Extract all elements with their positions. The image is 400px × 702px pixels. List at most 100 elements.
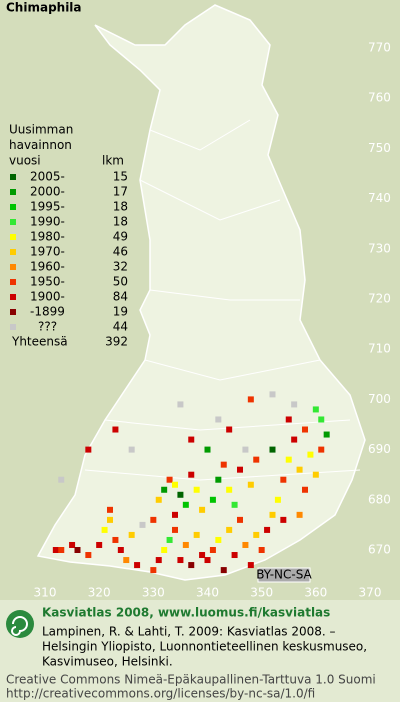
legend-label: 2000- — [30, 185, 65, 199]
cc-badge — [257, 567, 311, 583]
observation-square — [172, 526, 178, 533]
observation-square — [166, 536, 173, 543]
legend-label: 1995- — [30, 200, 65, 214]
legend-count: 19 — [113, 305, 128, 319]
legend-swatch — [10, 294, 16, 300]
license-line: http://creativecommons.org/licenses/by-n… — [6, 687, 315, 701]
logo-spiral — [11, 616, 28, 636]
citation-line: Lampinen, R. & Lahti, T. 2009: Kasviatla… — [42, 625, 336, 639]
legend-header: Uusimman — [9, 123, 73, 137]
observation-square — [58, 547, 65, 553]
x-grid-label: 330 — [142, 586, 165, 600]
observation-square — [182, 501, 189, 508]
observation-square — [96, 541, 103, 548]
observation-square — [215, 536, 222, 543]
legend-label: ??? — [38, 320, 57, 334]
observation-square — [199, 552, 206, 559]
observation-square — [215, 416, 222, 423]
observation-square — [155, 557, 162, 564]
legend-swatch — [10, 279, 16, 285]
observation-square — [285, 416, 292, 423]
y-grid-label: 740 — [368, 191, 391, 205]
legend-header: vuosi — [9, 154, 41, 168]
total-label: Yhteensä — [11, 335, 68, 349]
observation-square — [258, 547, 265, 553]
observation-square — [307, 451, 314, 458]
legend-swatch — [10, 234, 16, 240]
legend-label: 1970- — [30, 245, 65, 259]
legend-count: 17 — [113, 185, 128, 199]
y-grid-label: 690 — [368, 442, 391, 456]
legend-label: -1899 — [30, 305, 65, 319]
observation-square — [318, 416, 325, 423]
legend-count: 49 — [113, 230, 128, 244]
observation-square — [296, 511, 303, 518]
legend-swatch — [10, 219, 16, 225]
observation-square — [291, 436, 298, 443]
footer-background — [0, 600, 400, 702]
observation-square — [253, 456, 260, 463]
observation-square — [182, 541, 189, 548]
observation-square — [172, 511, 178, 518]
legend-count-header: lkm — [102, 154, 124, 168]
observation-square — [139, 521, 146, 528]
observation-square — [280, 476, 287, 483]
observation-square — [226, 426, 233, 433]
observation-square — [204, 557, 211, 564]
cc-badge-text: BY-NC-SA — [256, 568, 312, 582]
observation-square — [269, 391, 276, 398]
observation-square — [269, 446, 276, 453]
observation-square — [215, 476, 222, 483]
observation-square — [161, 547, 168, 553]
observation-square — [291, 401, 298, 408]
observation-square — [150, 516, 157, 523]
legend-label: 1990- — [30, 215, 65, 229]
observation-square — [231, 501, 238, 508]
observation-square — [237, 466, 243, 473]
observation-square — [112, 536, 119, 543]
observation-square — [58, 476, 65, 483]
observation-square — [101, 526, 108, 533]
y-grid-label: 730 — [368, 241, 391, 255]
y-grid-label: 700 — [368, 392, 391, 406]
observation-square — [188, 436, 195, 443]
observation-square — [226, 526, 233, 533]
x-grid-label: 370 — [359, 586, 382, 600]
observation-square — [177, 557, 184, 564]
observation-square — [166, 476, 173, 483]
y-grid-label: 760 — [368, 91, 391, 105]
observation-square — [318, 446, 325, 453]
map-title: Chimaphila — [6, 1, 82, 15]
region-borders — [84, 119, 361, 481]
legend-label: 1900- — [30, 290, 65, 304]
observation-square — [220, 461, 227, 468]
observation-square — [52, 547, 59, 553]
observation-square — [269, 511, 276, 518]
legend-swatch — [10, 324, 16, 330]
observation-square — [74, 547, 81, 553]
observation-square — [188, 562, 195, 569]
legend-label: 2005- — [30, 170, 65, 184]
observation-square — [123, 557, 130, 564]
legend-swatch — [10, 204, 16, 210]
legend-count: 18 — [113, 215, 128, 229]
legend-swatch — [10, 264, 16, 270]
observation-square — [209, 496, 216, 503]
observation-square — [150, 567, 157, 574]
observation-square — [280, 516, 287, 523]
observation-square — [204, 446, 211, 453]
x-grid-label: 350 — [250, 586, 273, 600]
observation-square — [226, 486, 233, 493]
observation-square — [172, 481, 178, 488]
footer-heading: Kasviatlas 2008, www.luomus.fi/kasviatla… — [42, 606, 330, 620]
observation-square — [231, 552, 238, 559]
observation-square — [220, 567, 227, 574]
observation-square — [85, 446, 92, 453]
observation-square — [193, 486, 200, 493]
license-line: Creative Commons Nimeä-Epäkaupallinen-Ta… — [6, 673, 376, 687]
observation-square — [161, 486, 168, 493]
observation-square — [296, 466, 303, 473]
legend-count: 46 — [113, 245, 128, 259]
